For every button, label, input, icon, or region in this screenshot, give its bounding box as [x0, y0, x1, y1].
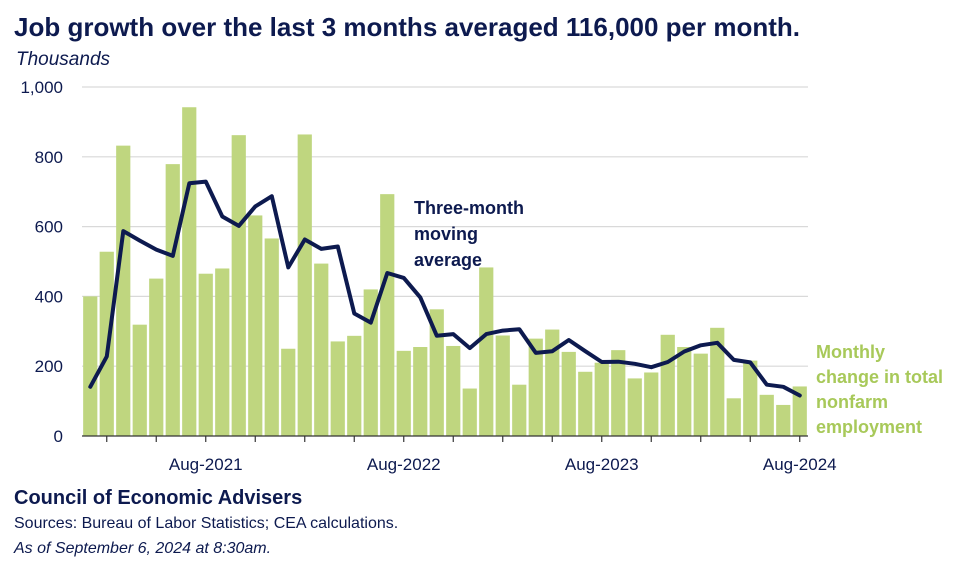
bar [561, 351, 576, 436]
bar [677, 347, 692, 436]
bar [149, 278, 164, 436]
y-tick-label: 800 [35, 148, 63, 167]
x-tick-label: Aug-2024 [763, 455, 837, 474]
bar [363, 289, 378, 436]
line-series [88, 179, 802, 398]
bar [132, 324, 147, 436]
bar [83, 296, 98, 436]
as-of-note: As of September 6, 2024 at 8:30am. [14, 540, 272, 557]
bar [413, 347, 428, 436]
bar [528, 338, 543, 436]
series-annotations: Three-month moving average Monthly change in… [414, 198, 943, 437]
bar-series-annotation: change in total [816, 367, 943, 387]
sources-note: Sources: Bureau of Labor Statistics; CEA… [14, 515, 399, 532]
bar [611, 350, 626, 436]
bar [660, 334, 675, 436]
y-tick-label: 1,000 [20, 78, 63, 97]
y-axis-tick-labels: 0 200 400 600 800 1,000 [20, 78, 63, 446]
x-tick-label: Aug-2021 [169, 455, 243, 474]
bar [281, 348, 296, 436]
bar [231, 135, 246, 437]
bar [462, 388, 477, 436]
bar [182, 107, 197, 436]
bar [248, 215, 263, 436]
bar [165, 164, 180, 436]
bar [380, 194, 395, 436]
bar [347, 335, 362, 436]
bar [396, 350, 411, 436]
bar [578, 371, 593, 436]
bar [314, 263, 329, 436]
bar [545, 329, 560, 436]
bar-series-annotation: nonfarm [816, 392, 888, 412]
bar [330, 341, 345, 436]
y-tick-label: 600 [35, 218, 63, 237]
bar [297, 134, 312, 437]
line-series-annotation: moving [414, 224, 478, 244]
bar-series [83, 107, 807, 437]
chart-title: Job growth over the last 3 months averag… [14, 12, 801, 42]
line-series-annotation: average [414, 250, 482, 270]
bar [594, 362, 609, 436]
bar [627, 378, 642, 436]
x-tick-label: Aug-2023 [565, 455, 639, 474]
y-tick-label: 200 [35, 357, 63, 376]
bar [429, 309, 444, 436]
y-tick-label: 0 [54, 427, 63, 446]
organization-name: Council of Economic Advisers [14, 487, 303, 509]
bar [726, 398, 741, 436]
bar [792, 386, 807, 436]
x-axis-tick-labels: Aug-2021 Aug-2022 Aug-2023 Aug-2024 [169, 455, 837, 474]
bar [495, 335, 510, 436]
bar [743, 360, 758, 436]
bar-series-annotation: employment [816, 417, 922, 437]
bar [198, 273, 213, 436]
bar [644, 372, 659, 436]
bar [215, 268, 230, 436]
bar [512, 384, 527, 436]
bar-series-annotation: Monthly [816, 342, 885, 362]
bar [710, 327, 725, 436]
bar [759, 394, 774, 436]
moving-average-line [88, 179, 802, 398]
bar [446, 345, 461, 436]
bar [693, 353, 708, 436]
line-series-annotation: Three-month [414, 198, 524, 218]
bar [116, 145, 131, 436]
bar [776, 404, 791, 436]
bar [479, 267, 494, 436]
y-tick-label: 400 [35, 287, 63, 306]
y-axis-units-label: Thousands [16, 49, 111, 70]
bar [264, 238, 279, 436]
x-axis [82, 435, 808, 442]
x-tick-label: Aug-2022 [367, 455, 441, 474]
